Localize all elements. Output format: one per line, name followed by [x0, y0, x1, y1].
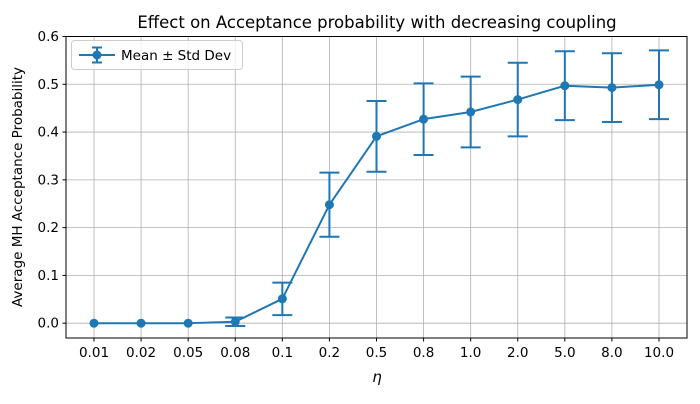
x-tick-label: 0.08 [220, 345, 250, 361]
y-tick-label: 0.6 [38, 29, 59, 45]
x-tick-label: 2.0 [507, 345, 528, 361]
y-tick-label: 0.5 [38, 77, 59, 93]
data-point [324, 200, 334, 210]
data-point [89, 318, 99, 328]
x-tick-label: 10.0 [644, 345, 674, 361]
data-point [560, 81, 570, 91]
x-tick-label: 0.5 [366, 345, 387, 361]
x-axis-label: η [372, 368, 382, 386]
x-tick-label: 0.01 [79, 345, 109, 361]
data-point [372, 131, 381, 141]
y-tick-label: 0.1 [38, 268, 59, 284]
x-tick-label: 1.0 [460, 345, 481, 361]
axes [62, 36, 688, 342]
legend-errorbar-icon [79, 46, 115, 64]
data-point [513, 95, 523, 105]
data-point [419, 114, 429, 124]
legend-marker [92, 50, 102, 60]
data-point [607, 83, 617, 93]
x-tick-label: 8.0 [601, 345, 622, 361]
data-point [466, 107, 476, 117]
grid [66, 36, 687, 338]
y-tick-label: 0.2 [38, 220, 59, 236]
data-point [183, 318, 193, 328]
chart-title: Effect on Acceptance probability with de… [137, 13, 616, 32]
data-point [136, 318, 146, 328]
legend-box [71, 40, 243, 70]
errorbar-series [89, 49, 669, 328]
y-tick-label: 0.4 [38, 125, 59, 141]
tick-labels: 0.01 0.02 0.05 0.08 0.1 0.2 0.5 0.8 1.0 2.0 5.0 8.0… [38, 29, 675, 361]
legend: Mean ± Std Dev [71, 40, 243, 70]
y-tick-label: 0.0 [38, 316, 59, 332]
data-point [230, 317, 240, 327]
x-tick-label: 0.02 [126, 345, 156, 361]
x-tick-label: 0.2 [319, 345, 340, 361]
data-point [654, 80, 664, 90]
y-axis-label: Average MH Acceptance Probability [10, 67, 26, 307]
x-tick-label: 0.8 [413, 345, 434, 361]
y-tick-label: 0.3 [38, 172, 59, 188]
x-tick-label: 0.1 [272, 345, 293, 361]
x-tick-label: 5.0 [554, 345, 575, 361]
data-point [277, 294, 287, 304]
legend-label: Mean ± Std Dev [121, 48, 231, 64]
x-tick-label: 0.05 [173, 345, 203, 361]
